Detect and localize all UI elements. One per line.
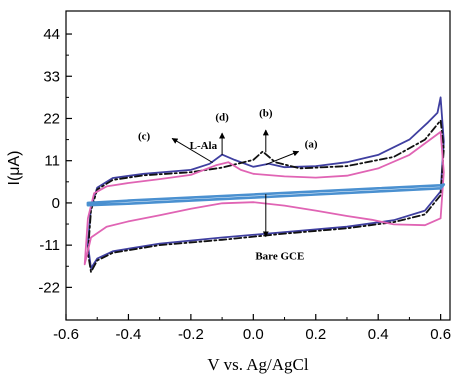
y-axis: -22 -11 0 11 22 33 44	[38, 26, 72, 296]
y-tick-label: 11	[44, 153, 60, 170]
annotation-label: Bare GCE	[255, 251, 304, 263]
y-tick-label: -22	[38, 279, 60, 296]
series-line-d	[87, 96, 445, 270]
x-tick-label: 0.6	[430, 326, 451, 343]
y-tick-label: 22	[43, 110, 60, 127]
y-tick-label: 0	[52, 195, 60, 212]
annotation-label: (b)	[259, 108, 273, 120]
y-tick-label: -11	[39, 237, 60, 254]
series-line-b	[87, 119, 445, 273]
y-tick-label: 44	[43, 26, 60, 43]
x-tick-label: -0.4	[116, 326, 142, 343]
x-tick-label: -0.2	[178, 326, 204, 343]
annotation-layer: (d) (b) (c) (a) L-Ala Bare GCE	[138, 108, 318, 263]
annotation-label: (c)	[138, 131, 151, 143]
series-layer	[83, 96, 446, 273]
plot-frame	[65, 10, 451, 321]
series-line-c	[83, 130, 445, 266]
annotation-arrow	[171, 138, 213, 164]
x-tick-label: 0.2	[305, 326, 326, 343]
annotation-label: (d)	[215, 111, 229, 123]
annotation-arrow	[265, 150, 300, 166]
series-line-bare	[86, 183, 446, 207]
x-tick-label: 0.0	[243, 326, 264, 343]
x-axis-label: V vs. Ag/AgCl	[207, 355, 309, 374]
annotation-label: L-Ala	[190, 140, 218, 152]
x-tick-label: -0.6	[53, 326, 79, 343]
x-tick-label: 0.4	[368, 326, 389, 343]
x-axis: -0.6 -0.4 -0.2 0.0 0.2 0.4 0.6	[53, 314, 451, 343]
y-axis-label: I(μA)	[6, 151, 23, 186]
annotation-label: (a)	[305, 138, 318, 150]
y-tick-label: 33	[43, 68, 60, 85]
